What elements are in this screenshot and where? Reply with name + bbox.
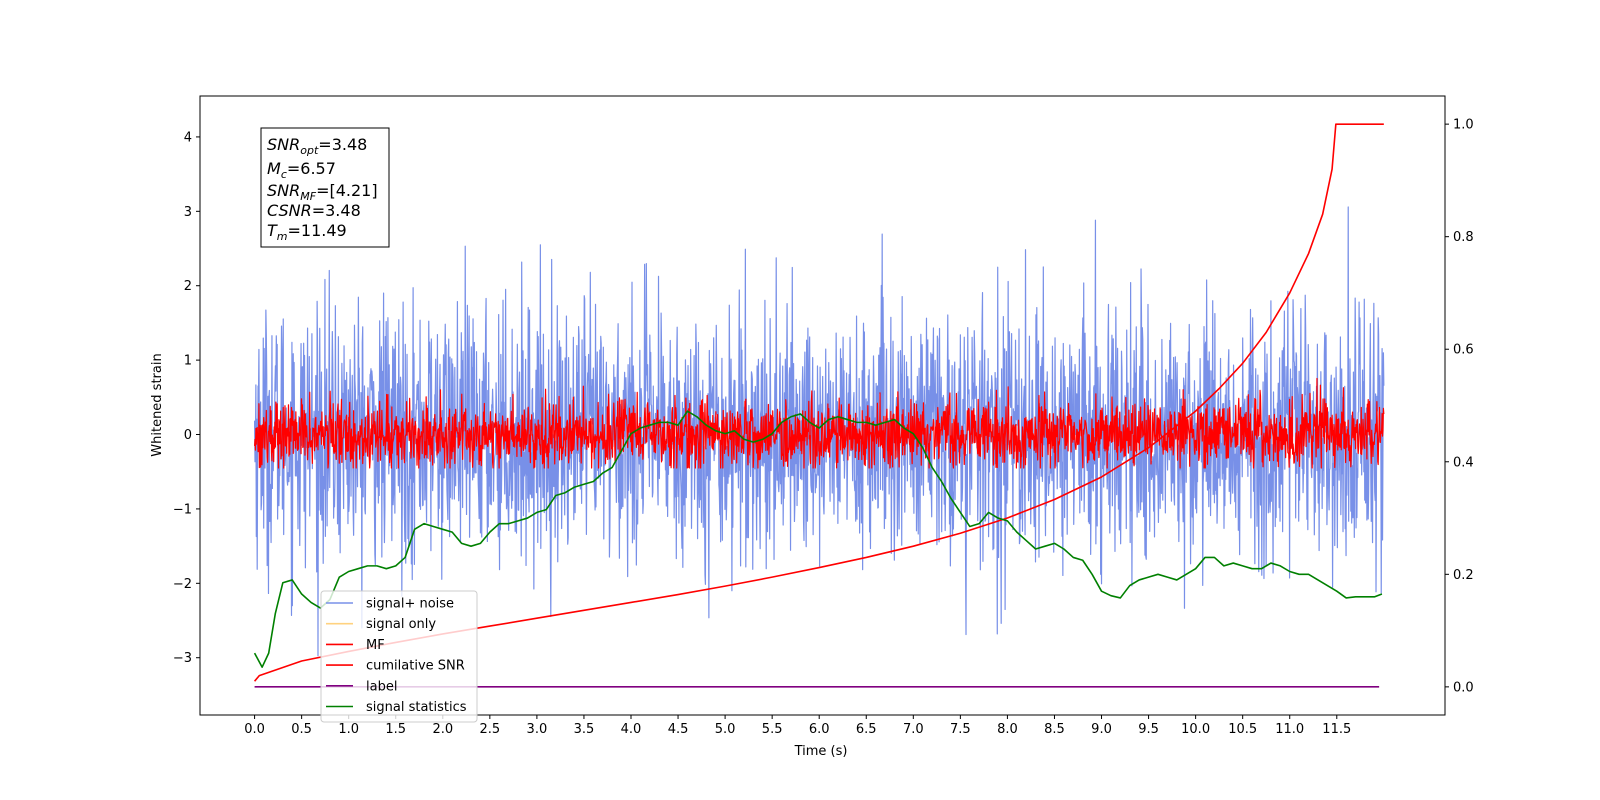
annotation-snr-opt: SNRopt=3.48: [267, 135, 367, 157]
x-tick-label: 11.0: [1275, 722, 1304, 737]
y-tick-label: −1: [173, 502, 192, 517]
annotation-snr-mf: SNRMF=[4.21]: [267, 181, 378, 203]
y-tick-label: 2: [184, 279, 192, 294]
legend-label: cumilative SNR: [366, 659, 465, 674]
x-tick-label: 8.5: [1044, 722, 1065, 737]
x-tick-label: 7.5: [950, 722, 971, 737]
x-tick-label: 6.0: [809, 722, 830, 737]
legend-label: MF: [366, 638, 385, 653]
x-axis-ticks: 0.0 0.5 1.0 1.5 2.0 2.5 3.0 3.5 4.0 4.5 5.0 5.5 6.0 6…: [244, 715, 1351, 737]
legend: signal+ noise signal only MF cumilative SNR…: [320, 590, 478, 723]
y2-axis-ticks: 0.0 0.2 0.4 0.6 0.8 1.0: [1445, 118, 1474, 695]
y-tick-label: −2: [173, 577, 192, 592]
x-tick-label: 3.5: [574, 722, 595, 737]
x-tick-label: 5.5: [762, 722, 783, 737]
legend-label: signal statistics: [366, 700, 467, 715]
x-tick-label: 10.5: [1228, 722, 1257, 737]
x-tick-label: 1.0: [338, 722, 359, 737]
series-signal-noise: [253, 206, 1385, 657]
annotation-csnr: CSNR=3.48: [267, 201, 361, 220]
x-tick-label: 4.0: [621, 722, 642, 737]
y2-tick-label: 1.0: [1453, 118, 1474, 133]
x-tick-label: 3.0: [527, 722, 548, 737]
annotation-tm: Tm=11.49: [267, 221, 347, 243]
x-tick-label: 9.5: [1138, 722, 1159, 737]
y-tick-label: 0: [184, 428, 192, 443]
plot-frame: [199, 95, 1446, 716]
x-tick-label: 2.0: [432, 722, 453, 737]
annotation-box: [260, 127, 390, 248]
x-tick-label: 1.5: [385, 722, 406, 737]
x-tick-label: 8.0: [997, 722, 1018, 737]
y-tick-label: 1: [184, 354, 192, 369]
x-tick-label: 0.0: [244, 722, 265, 737]
y2-tick-label: 0.8: [1453, 230, 1474, 245]
x-tick-label: 7.0: [903, 722, 924, 737]
x-tick-label: 5.0: [715, 722, 736, 737]
x-tick-label: 11.5: [1322, 722, 1351, 737]
x-tick-label: 2.5: [479, 722, 500, 737]
x-axis-label: Time (s): [794, 744, 848, 759]
x-tick-label: 4.5: [668, 722, 689, 737]
y-tick-label: −3: [173, 651, 192, 666]
x-tick-label: 9.0: [1091, 722, 1112, 737]
legend-label: signal+ noise: [366, 597, 454, 612]
y2-tick-label: 0.4: [1453, 455, 1474, 470]
y-axis-ticks: −3 −2 −1 0 1 2 3 4: [173, 130, 200, 666]
y2-tick-label: 0.6: [1453, 343, 1474, 358]
x-tick-label: 6.5: [856, 722, 877, 737]
series-signal-statistics: [253, 410, 1383, 668]
legend-label: signal only: [366, 617, 436, 632]
annotation-mc: Mc=6.57: [267, 159, 336, 181]
legend-label: label: [366, 679, 397, 694]
y-axis-label: Whitened strain: [150, 353, 165, 456]
y-tick-label: 3: [184, 205, 192, 220]
legend-box: [320, 590, 478, 723]
stats-annotation: SNRopt=3.48 Mc=6.57 SNRMF=[4.21] CSNR=3.…: [260, 127, 390, 248]
x-tick-label: 10.0: [1181, 722, 1210, 737]
y2-tick-label: 0.0: [1453, 680, 1474, 695]
y-tick-label: 4: [184, 130, 192, 145]
x-tick-label: 0.5: [291, 722, 312, 737]
series-mf: [253, 377, 1385, 469]
y2-tick-label: 0.2: [1453, 568, 1474, 583]
